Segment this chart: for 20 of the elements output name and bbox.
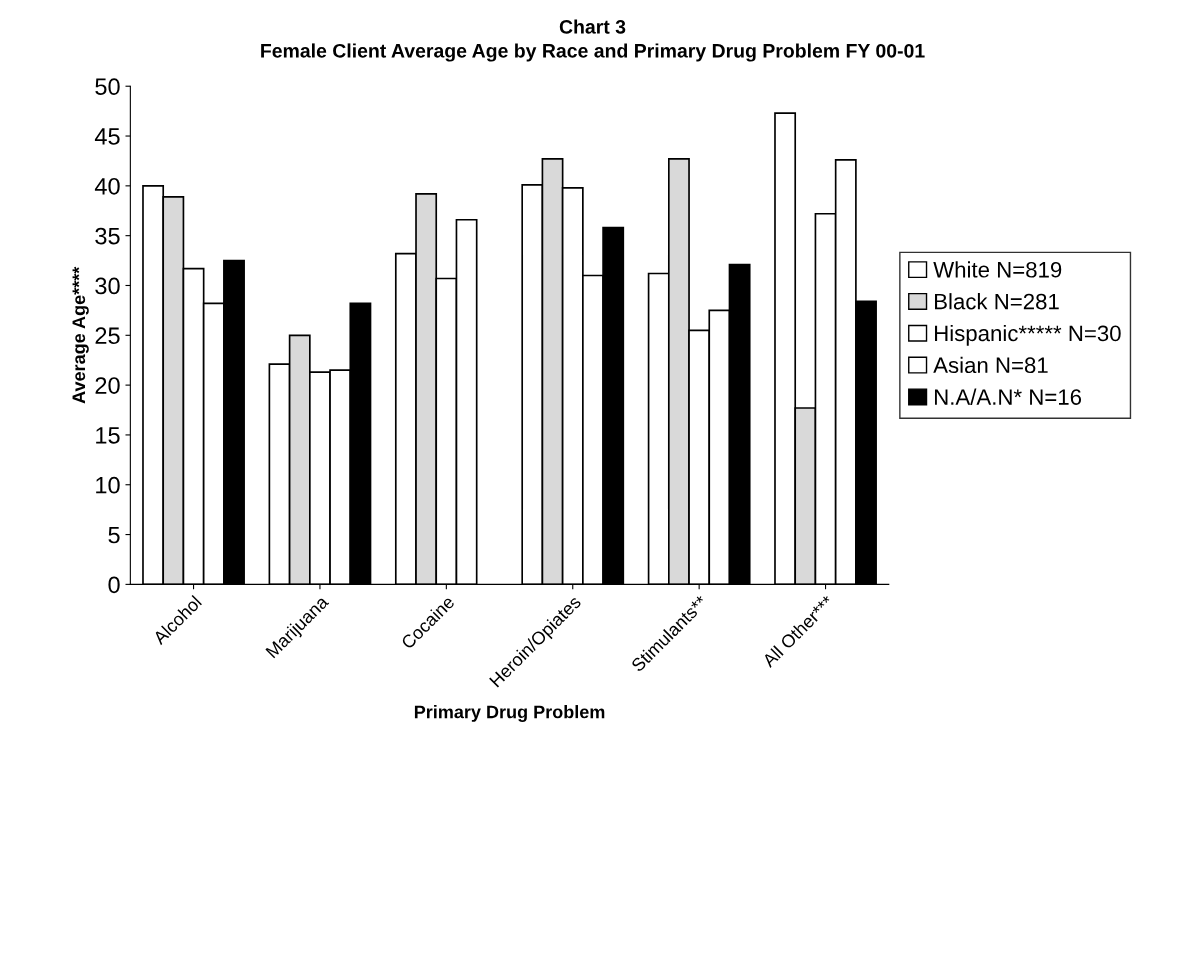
legend-label: N.A/A.N* N=16	[935, 388, 1082, 405]
y-axis-title: Average Age****	[72, 266, 89, 404]
y-tick-label: 5	[108, 526, 120, 544]
y-tick-label: 50	[95, 78, 120, 96]
y-tick-label: 10	[96, 476, 120, 494]
y-tick-label: 25	[95, 327, 120, 345]
x-axis-title: Primary Drug Problem	[414, 705, 605, 722]
y-tick-label: 15	[96, 427, 120, 444]
y-tick-label: 30	[95, 277, 120, 295]
legend-label: Asian N=81	[933, 356, 1048, 374]
y-tick-label: 40	[94, 177, 120, 195]
legend-label: Black N=281	[935, 293, 1059, 310]
chart-subtitle: Female Client Average Age by Race and Primary Drug Problem FY 00-01	[261, 43, 925, 62]
y-tick-label: 45	[94, 128, 120, 145]
y-tick-label: 35	[95, 227, 120, 245]
chart-title: Chart 3	[559, 19, 626, 34]
legend-label: White N=819	[933, 261, 1062, 278]
y-tick-label: 0	[108, 576, 120, 594]
y-tick-label: 20	[95, 377, 120, 394]
legend-label: Hispanic***** N=30	[935, 324, 1121, 346]
